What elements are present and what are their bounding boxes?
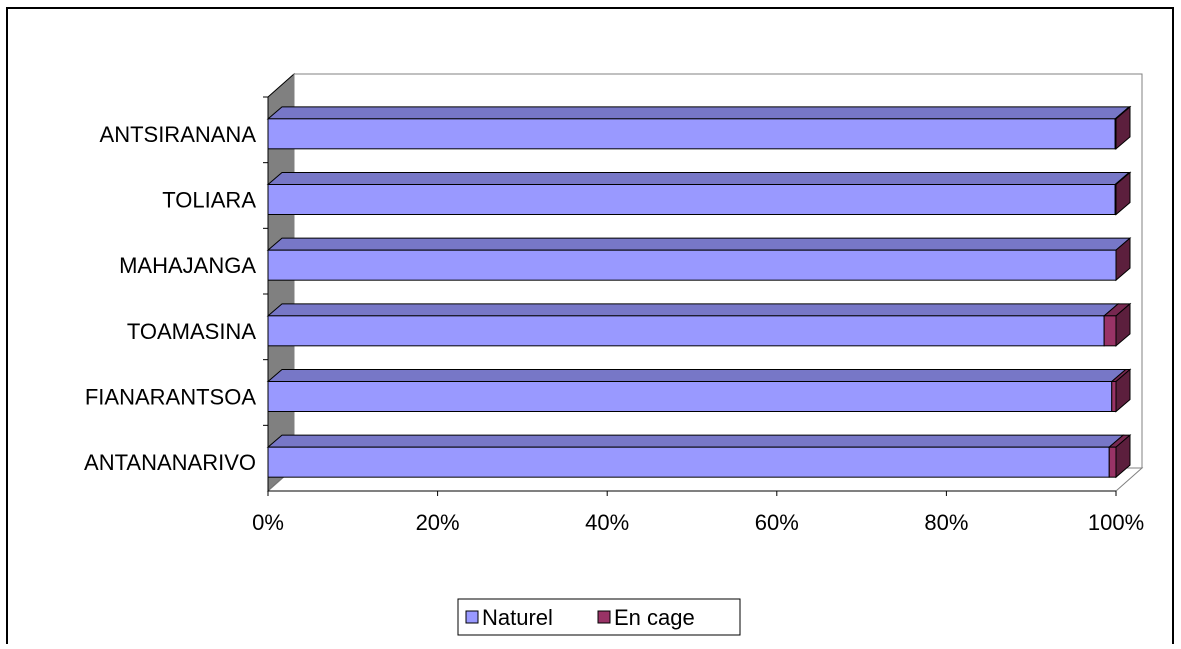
- bar-en-cage-toliara: [1113, 171, 1132, 216]
- bar-naturel-toamasina: [266, 303, 1120, 347]
- y-label-antananarivo: ANTANANARIVO: [84, 450, 256, 475]
- x-tick-label: 20%: [416, 510, 460, 535]
- legend: Naturel En cage: [457, 598, 741, 636]
- y-label-toliara: TOLIARA: [162, 188, 256, 213]
- bars: [266, 105, 1132, 479]
- legend-label-en-cage: En cage: [614, 605, 695, 630]
- bar-en-cage-antsiranana: [1113, 105, 1132, 150]
- y-label-fianarantsoa: FIANARANTSOA: [85, 385, 256, 410]
- bar-en-cage-fianarantsoa: [1110, 368, 1132, 413]
- y-label-mahajanga: MAHAJANGA: [119, 253, 256, 278]
- bar-en-cage-toamasina: [1102, 302, 1132, 347]
- legend-swatch-en-cage: [597, 610, 611, 624]
- legend-label-naturel: Naturel: [482, 605, 553, 630]
- x-tick-label: 0%: [252, 510, 284, 535]
- bar-en-cage-mahajanga: [1115, 237, 1131, 282]
- y-labels: ANTSIRANANA TOLIARA MAHAJANGA TOAMASINA FIAN…: [84, 96, 268, 475]
- y-label-antsiranana: ANTSIRANANA: [100, 122, 257, 147]
- bar-en-cage-antananarivo: [1107, 434, 1132, 479]
- x-tick-label: 40%: [585, 510, 629, 535]
- bar-naturel-antananarivo: [266, 434, 1125, 478]
- bar-naturel-antsiranana: [266, 106, 1131, 150]
- x-tick-label: 100%: [1088, 510, 1144, 535]
- x-tick-label: 80%: [924, 510, 968, 535]
- y-label-toamasina: TOAMASINA: [127, 319, 257, 344]
- x-ticks: 0% 20% 40% 60% 80% 100%: [252, 491, 1144, 535]
- bar-naturel-mahajanga: [266, 237, 1132, 281]
- x-tick-label: 60%: [755, 510, 799, 535]
- legend-swatch-naturel: [465, 610, 479, 624]
- bar-naturel-toliara: [266, 172, 1131, 215]
- bar-naturel-fianarantsoa: [266, 369, 1128, 412]
